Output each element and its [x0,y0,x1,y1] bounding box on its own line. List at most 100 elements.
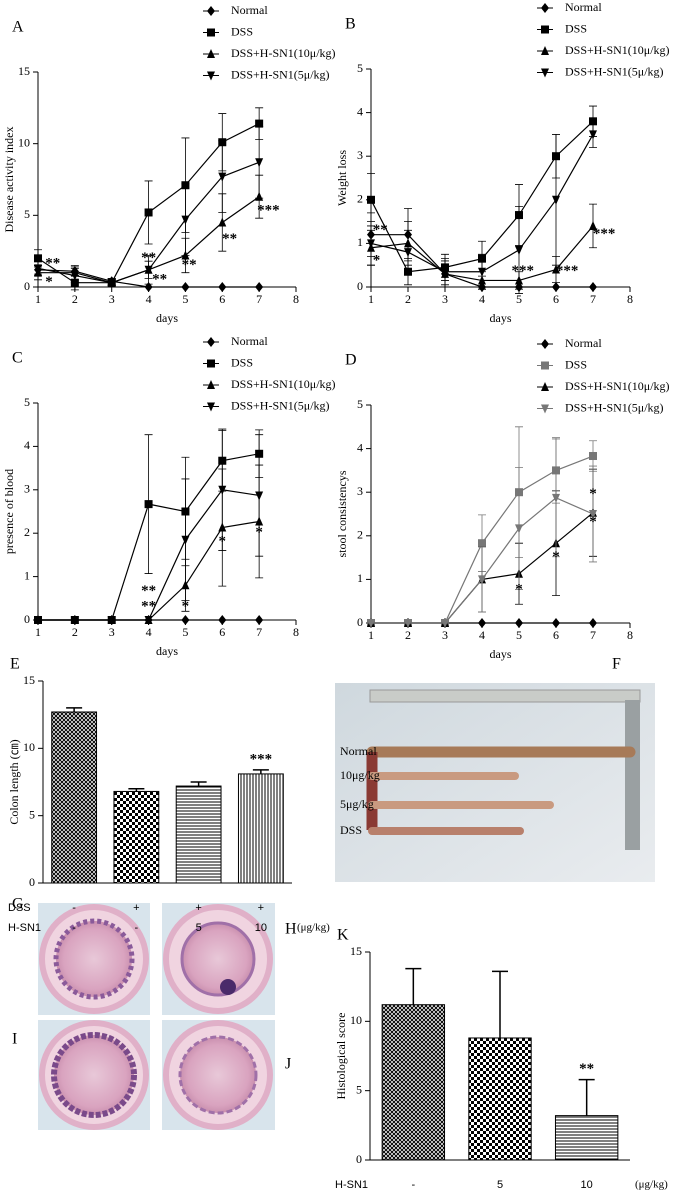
marker [367,195,375,204]
y-axis-label: presence of blood [2,469,16,554]
legend-label: Normal [231,334,268,348]
legend-marker [541,68,549,78]
x-tick-label: 3 [109,625,115,639]
photo-label: 10μg/kg [340,768,380,782]
legend-marker [541,382,549,391]
x-tick-label: 6 [219,625,225,639]
marker [218,217,227,227]
marker [367,239,375,249]
legend-marker [207,49,215,58]
legend-label: Normal [565,0,602,14]
legend-label: DSS+H-SN1(5μ/kg) [565,64,664,78]
x-tick-label: 7 [256,292,262,306]
marker [478,539,486,548]
bar [554,1115,619,1161]
marker [441,267,449,277]
panel-label: K [337,927,349,944]
row-value: + [195,902,201,914]
x-tick-label: 8 [293,292,299,306]
legend-label: DSS+H-SN1(5μ/kg) [231,398,330,412]
clamp [625,700,640,850]
annotation: *** [511,263,534,279]
x-tick-label: 6 [553,628,559,642]
legend-label: DSS+H-SN1(5μ/kg) [231,67,330,81]
legend-label: DSS [231,355,253,369]
x-tick-label: 5 [182,292,188,306]
marker [515,245,523,255]
marker [367,619,375,628]
marker [404,248,412,258]
legend-label: DSS [565,357,587,371]
mucosa [53,918,135,1000]
bar [237,773,284,884]
photo-label: DSS [340,823,362,837]
annotation: ** [141,583,156,599]
legend-label: DSS+H-SN1(10μ/kg) [231,46,336,60]
panel-label: G [12,896,24,913]
y-tick-label: 5 [356,1082,362,1096]
row-label: H-SN1 [8,922,41,934]
marker [34,264,42,274]
panel-label: E [10,656,20,673]
y-tick-label: 2 [357,528,363,542]
annotation: *** [257,202,280,218]
error-bar [66,707,83,712]
marker [181,615,190,625]
annotation: * [182,598,190,614]
legend-marker [541,361,549,370]
marker [218,282,227,292]
error-bar [190,781,207,787]
x-tick-label: 1 [35,625,41,639]
row-value: - [135,922,139,934]
marker [144,208,153,217]
legend-marker [541,404,549,414]
marker [181,282,190,292]
marker [478,575,486,585]
bar [113,790,160,884]
legend-marker [541,339,549,349]
y-tick-label: 1 [357,235,363,249]
legend-marker [541,25,549,34]
y-tick-label: 0 [24,279,30,293]
y-tick-label: 10 [350,1013,362,1027]
marker [218,615,227,625]
y-tick-label: 4 [357,104,363,118]
annotation: * [373,252,381,268]
annotation: *** [593,226,616,242]
row-value: 10 [581,1179,593,1191]
row-value: + [133,902,139,914]
y-tick-label: 4 [357,440,363,454]
x-tick-label: 2 [405,292,411,306]
x-tick-label: 5 [516,292,522,306]
annotation: * [45,274,53,290]
row-value: 5 [497,1179,503,1191]
x-tick-label: 1 [368,628,374,642]
bar [381,1004,446,1161]
x-axis-label: days [156,311,178,325]
photo-background [335,683,655,882]
annotation: ** [373,222,388,238]
panel-label: D [345,352,357,369]
x-tick-label: 3 [442,628,448,642]
annotation: *** [250,751,273,767]
y-tick-label: 1 [24,568,30,582]
x-tick-label: 5 [516,628,522,642]
marker [34,254,42,263]
x-tick-label: 8 [293,625,299,639]
error-bar [405,967,422,1005]
annotation: ** [182,257,197,273]
panel-label: I [12,1031,17,1048]
y-tick-label: 0 [29,875,35,889]
row-value: + [258,902,264,914]
marker [107,278,116,288]
row-value: 5 [196,922,202,934]
error-bar [578,1078,595,1116]
y-tick-label: 15 [350,944,362,958]
annotation: ** [141,598,156,614]
y-tick-label: 3 [357,484,363,498]
legend-marker [541,3,549,13]
x-tick-label: 4 [479,628,485,642]
marker [589,618,597,628]
marker [478,618,486,628]
x-tick-label: 3 [442,292,448,306]
